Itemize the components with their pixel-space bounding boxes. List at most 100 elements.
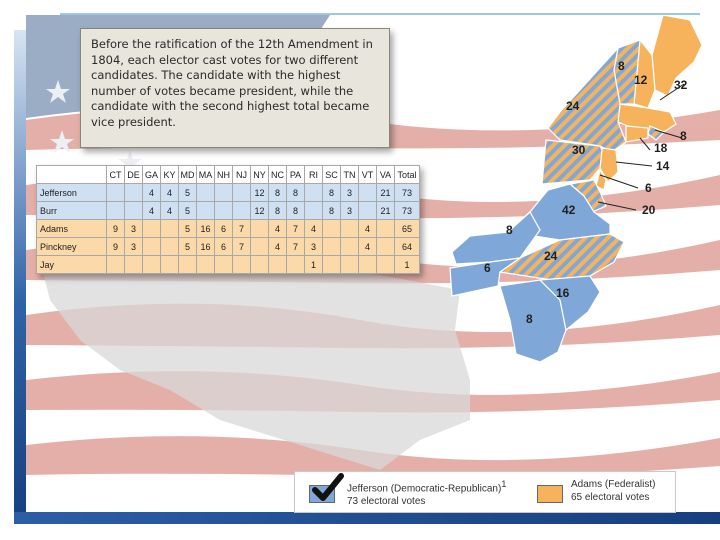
vote-cell bbox=[142, 219, 161, 238]
caption-text: Before the ratification of the 12th Amen… bbox=[91, 37, 373, 129]
vote-cell bbox=[178, 255, 197, 274]
vote-cell bbox=[142, 237, 161, 256]
label-new-jersey-votes: 14 bbox=[656, 159, 670, 173]
label-kentucky-votes: 8 bbox=[506, 223, 513, 237]
vote-cell bbox=[340, 237, 359, 256]
vote-cell: 5 bbox=[178, 183, 197, 202]
checkmark-icon bbox=[312, 473, 344, 501]
vote-cell: 6 bbox=[214, 219, 233, 238]
vote-cell: 7 bbox=[232, 219, 251, 238]
table-header-cell: RI bbox=[304, 165, 323, 184]
label-georgia-votes: 8 bbox=[526, 312, 533, 326]
vote-cell bbox=[124, 255, 143, 274]
label-vermont-votes: 8 bbox=[618, 59, 625, 73]
table-header-cell: VT bbox=[358, 165, 377, 184]
vote-cell bbox=[160, 255, 179, 274]
vote-cell bbox=[376, 219, 395, 238]
vote-cell bbox=[232, 255, 251, 274]
vote-cell bbox=[322, 219, 341, 238]
vote-cell: 4 bbox=[268, 219, 287, 238]
legend-jefferson-name: Jefferson (Democratic-Republican) bbox=[347, 483, 502, 495]
vote-cell bbox=[304, 201, 323, 220]
vote-cell bbox=[106, 183, 125, 202]
table-header-cell: KY bbox=[160, 165, 179, 184]
vote-cell: 8 bbox=[286, 183, 305, 202]
legend-adams-name: Adams (Federalist) bbox=[571, 479, 656, 490]
frame-bottom-bar bbox=[14, 512, 720, 524]
vote-cell: 12 bbox=[250, 201, 269, 220]
label-north-carolina-votes: 24 bbox=[544, 249, 558, 263]
vote-cell bbox=[376, 237, 395, 256]
vote-cell bbox=[214, 201, 233, 220]
table-header-cell: NC bbox=[268, 165, 287, 184]
star-icon bbox=[50, 130, 74, 153]
vote-cell: 1 bbox=[304, 255, 323, 274]
table-header-cell: MD bbox=[178, 165, 197, 184]
vote-cell bbox=[196, 183, 215, 202]
table-header-cell: GA bbox=[142, 165, 161, 184]
vote-cell bbox=[358, 183, 377, 202]
candidate-name-cell: Jefferson bbox=[36, 183, 107, 202]
vote-cell bbox=[106, 255, 125, 274]
table-header-cell: NH bbox=[214, 165, 233, 184]
vote-cell: 5 bbox=[178, 201, 197, 220]
label-massachusetts-votes: 12 bbox=[634, 73, 648, 87]
vote-cell: 3 bbox=[304, 237, 323, 256]
table-row: Jefferson 4 4 5 12 8 8 8 3 21 73 bbox=[36, 183, 420, 202]
vote-cell: 8 bbox=[268, 201, 287, 220]
vote-cell: 4 bbox=[268, 237, 287, 256]
vote-cell bbox=[286, 255, 305, 274]
label-maine-votes: 32 bbox=[674, 78, 688, 92]
vote-cell bbox=[196, 255, 215, 274]
vote-cell: 73 bbox=[394, 183, 420, 202]
vote-cell bbox=[160, 237, 179, 256]
table-header-cell: DE bbox=[124, 165, 143, 184]
vote-cell: 3 bbox=[124, 219, 143, 238]
vote-cell bbox=[340, 255, 359, 274]
state-rhode-island bbox=[647, 125, 666, 141]
vote-cell: 4 bbox=[358, 237, 377, 256]
vote-cell: 8 bbox=[322, 201, 341, 220]
vote-cell: 3 bbox=[340, 201, 359, 220]
frame-left-bar bbox=[14, 30, 26, 524]
candidate-name-cell: Burr bbox=[36, 201, 107, 220]
vote-cell bbox=[250, 255, 269, 274]
vote-cell: 5 bbox=[178, 237, 197, 256]
label-new-york-votes: 24 bbox=[566, 99, 580, 113]
label-tennessee-votes: 6 bbox=[484, 261, 491, 275]
callout-lines bbox=[597, 83, 685, 211]
vote-cell: 3 bbox=[340, 183, 359, 202]
label-south-carolina-votes: 16 bbox=[556, 286, 570, 300]
vote-cell bbox=[214, 183, 233, 202]
vote-cell bbox=[304, 183, 323, 202]
electoral-votes-table: CT DE GA KY MD MA NH NJ NY NC PA RI SC TN VT VA Total Je… bbox=[36, 165, 420, 274]
vote-cell: 5 bbox=[178, 219, 197, 238]
star-icon bbox=[46, 80, 70, 103]
table-row: Adams 9 3 5 16 6 7 4 7 4 4 65 bbox=[36, 219, 420, 238]
vote-cell: 1 bbox=[394, 255, 420, 274]
vote-cell bbox=[124, 201, 143, 220]
vote-cell: 6 bbox=[214, 237, 233, 256]
caption-box: Before the ratification of the 12th Amen… bbox=[80, 28, 390, 148]
state-massachusetts bbox=[617, 103, 677, 133]
vote-cell: 4 bbox=[160, 201, 179, 220]
legend: Jefferson (Democratic-Republican)1 73 el… bbox=[294, 471, 676, 513]
state-south-carolina bbox=[538, 275, 601, 332]
vote-cell: 3 bbox=[124, 237, 143, 256]
vote-cell bbox=[250, 237, 269, 256]
label-delaware-votes: 6 bbox=[645, 181, 652, 195]
vote-cell: 7 bbox=[286, 237, 305, 256]
state-kentucky bbox=[451, 211, 541, 265]
legend-adams-votes: 65 electoral votes bbox=[571, 492, 650, 503]
vote-cell bbox=[340, 219, 359, 238]
vote-cell bbox=[124, 183, 143, 202]
frame-top-line bbox=[60, 13, 700, 15]
vote-cell bbox=[106, 201, 125, 220]
state-pennsylvania bbox=[541, 139, 603, 185]
table-header-cell: SC bbox=[322, 165, 341, 184]
vote-cell bbox=[142, 255, 161, 274]
table-header-cell: NY bbox=[250, 165, 269, 184]
vote-cell bbox=[322, 237, 341, 256]
table-header-cell: NJ bbox=[232, 165, 251, 184]
